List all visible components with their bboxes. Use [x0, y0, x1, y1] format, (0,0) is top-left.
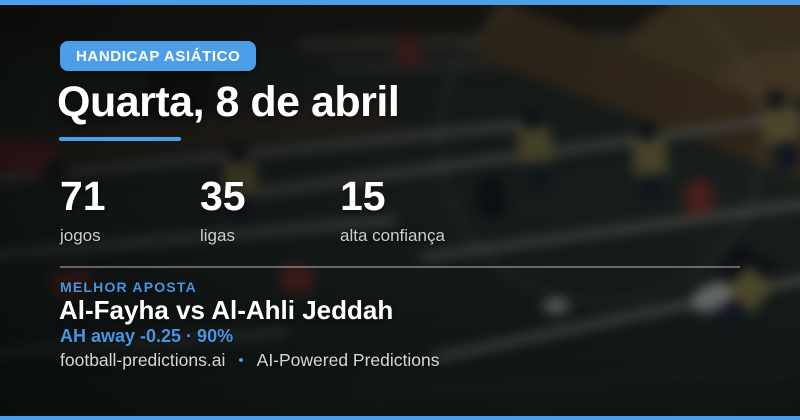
stat-high-confidence: 15 alta confiança	[340, 176, 480, 246]
stat-games-value: 71	[60, 173, 106, 219]
footer: football-predictions.ai • AI-Powered Pre…	[60, 350, 440, 371]
stat-games-label: jogos	[60, 226, 101, 245]
stat-high-confidence-label: alta confiança	[340, 226, 445, 245]
bullet-separator-icon: •	[238, 352, 244, 369]
best-bet-heading: MELHOR APOSTA	[60, 279, 197, 295]
best-bet-pick: AH away -0.25 · 90%	[60, 326, 234, 346]
category-badge: HANDICAP ASIÁTICO	[60, 41, 257, 71]
section-divider	[60, 266, 740, 268]
stat-leagues-value: 35	[200, 173, 246, 219]
title-accent-underline	[59, 137, 181, 141]
stat-high-confidence-value: 15	[340, 173, 386, 219]
stat-leagues-label: ligas	[200, 226, 235, 245]
best-bet-match: Al-Fayha vs Al-Ahli Jeddah	[59, 295, 394, 325]
date-title: Quarta, 8 de abril	[57, 78, 400, 126]
site-name: football-predictions.ai	[60, 350, 226, 370]
stats-row: 71 jogos 35 ligas 15 alta confiança	[60, 176, 480, 246]
bottom-accent-bar	[0, 416, 800, 420]
category-badge-label: HANDICAP ASIÁTICO	[76, 47, 241, 65]
stat-games: 71 jogos	[60, 176, 200, 246]
stat-leagues: 35 ligas	[200, 176, 340, 246]
tagline: AI-Powered Predictions	[256, 350, 440, 370]
top-accent-bar	[0, 0, 800, 5]
